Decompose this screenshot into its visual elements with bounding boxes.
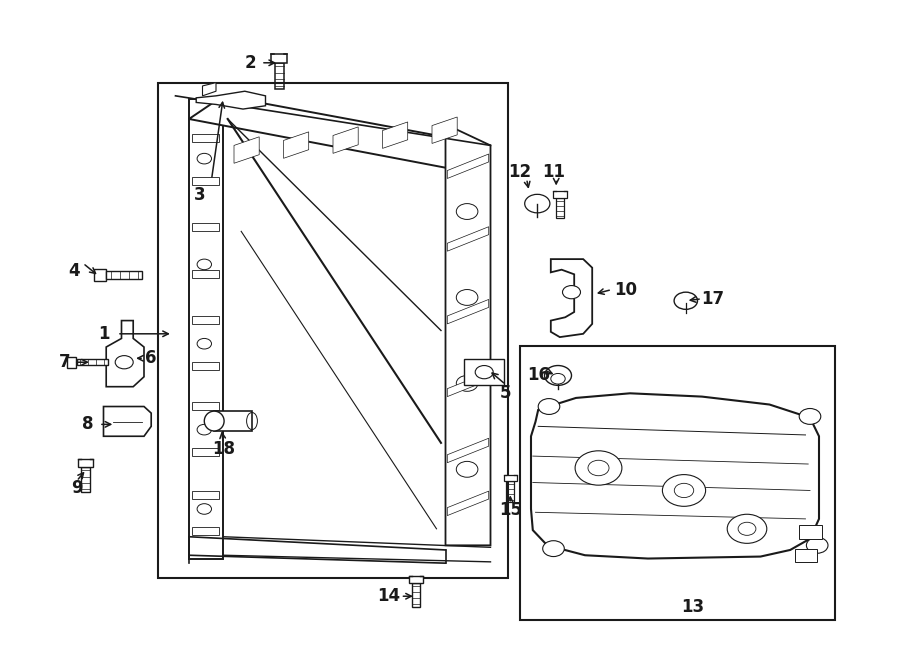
Bar	[81, 467, 90, 492]
Polygon shape	[447, 154, 489, 178]
Text: 15: 15	[499, 501, 522, 520]
Bar	[192, 448, 219, 456]
Bar	[271, 54, 286, 63]
Polygon shape	[106, 321, 144, 387]
Bar	[799, 525, 822, 539]
Bar	[192, 270, 219, 278]
Circle shape	[551, 373, 565, 384]
Text: 8: 8	[83, 415, 94, 434]
Polygon shape	[234, 137, 259, 163]
Polygon shape	[447, 299, 489, 324]
Circle shape	[674, 292, 698, 309]
Circle shape	[197, 424, 211, 435]
Circle shape	[197, 153, 211, 164]
Bar	[192, 134, 219, 142]
Bar	[77, 459, 94, 467]
Text: 2: 2	[245, 54, 256, 72]
Bar	[409, 576, 423, 583]
Bar	[106, 271, 142, 279]
Polygon shape	[284, 132, 309, 159]
Bar	[553, 191, 567, 198]
Circle shape	[115, 356, 133, 369]
Polygon shape	[447, 372, 489, 397]
Polygon shape	[447, 227, 489, 251]
Circle shape	[575, 451, 622, 485]
Bar	[274, 63, 284, 89]
Bar	[556, 198, 563, 218]
Circle shape	[456, 204, 478, 219]
Bar	[506, 481, 515, 502]
Polygon shape	[464, 359, 504, 385]
Text: 4: 4	[68, 262, 79, 280]
Polygon shape	[446, 124, 491, 545]
Bar	[192, 316, 219, 324]
Polygon shape	[189, 96, 491, 169]
Bar	[520, 346, 835, 620]
Polygon shape	[531, 393, 819, 559]
Bar	[192, 362, 219, 370]
Circle shape	[806, 537, 828, 553]
Bar	[192, 177, 219, 185]
Polygon shape	[447, 438, 489, 463]
Text: 14: 14	[377, 587, 400, 605]
Circle shape	[525, 194, 550, 213]
Polygon shape	[196, 91, 266, 109]
Circle shape	[588, 460, 609, 476]
Text: 10: 10	[614, 280, 637, 299]
Bar	[192, 491, 219, 499]
Text: 5: 5	[500, 384, 511, 403]
Polygon shape	[104, 407, 151, 436]
Polygon shape	[382, 122, 408, 148]
Bar	[76, 359, 108, 365]
Circle shape	[538, 399, 560, 414]
Circle shape	[562, 286, 580, 299]
Circle shape	[543, 541, 564, 557]
Bar	[192, 402, 219, 410]
Polygon shape	[447, 491, 489, 516]
Bar	[795, 549, 817, 562]
Circle shape	[662, 475, 706, 506]
Text: 1: 1	[98, 325, 109, 343]
Bar	[189, 99, 223, 559]
Bar	[504, 475, 518, 481]
Bar	[67, 357, 76, 368]
Circle shape	[197, 259, 211, 270]
Circle shape	[475, 366, 493, 379]
Circle shape	[197, 338, 211, 349]
Text: 17: 17	[701, 290, 724, 308]
Text: 12: 12	[508, 163, 532, 181]
Text: 11: 11	[542, 163, 565, 181]
Text: 7: 7	[59, 353, 70, 371]
Bar	[192, 223, 219, 231]
Circle shape	[799, 408, 821, 424]
Circle shape	[727, 514, 767, 543]
Text: 9: 9	[71, 479, 82, 497]
Circle shape	[738, 522, 756, 535]
Text: 3: 3	[194, 186, 205, 204]
Polygon shape	[158, 83, 508, 578]
Bar	[192, 527, 219, 535]
Text: 16: 16	[526, 366, 550, 385]
Circle shape	[197, 504, 211, 514]
Circle shape	[456, 461, 478, 477]
Text: 6: 6	[146, 349, 157, 368]
Ellipse shape	[204, 411, 224, 431]
Bar	[94, 269, 106, 281]
Polygon shape	[551, 259, 592, 337]
Bar	[214, 411, 252, 431]
Polygon shape	[202, 83, 216, 96]
Circle shape	[544, 366, 572, 385]
Text: 13: 13	[681, 598, 705, 616]
Circle shape	[456, 375, 478, 391]
Polygon shape	[333, 127, 358, 153]
Text: 18: 18	[212, 440, 235, 459]
Circle shape	[674, 483, 694, 498]
Bar	[412, 583, 419, 607]
Circle shape	[456, 290, 478, 305]
Polygon shape	[432, 117, 457, 143]
